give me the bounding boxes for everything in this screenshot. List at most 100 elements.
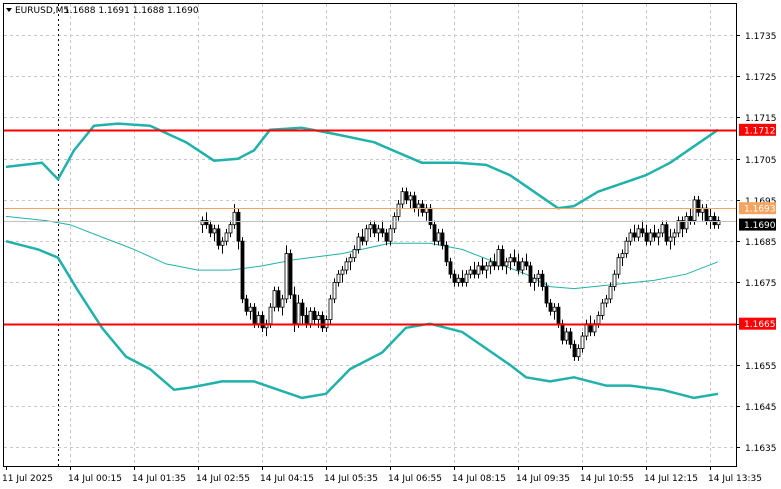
candle-body (512, 257, 517, 263)
level-tag-label: 1.1712 (744, 126, 776, 136)
candle-body (296, 302, 301, 325)
candle-body (668, 236, 673, 242)
candle-body (304, 315, 309, 325)
candle-body (656, 232, 661, 238)
candle-body (660, 224, 665, 234)
candle-body (216, 228, 221, 246)
time-tick-label: 14 Jul 02:55 (196, 474, 250, 484)
candle-body (572, 343, 577, 358)
time-tick-label: 14 Jul 04:15 (260, 474, 314, 484)
candle-body (548, 302, 553, 312)
candle-body (440, 232, 445, 246)
price-tick-label: 1.1715 (745, 114, 777, 124)
candle-body (380, 228, 385, 234)
bollinger-lower-line (5, 239, 719, 400)
time-axis[interactable]: 11 Jul 2025 14 Jul 00:15 14 Jul 01:35 14 Ju… (2, 466, 762, 484)
price-tick-label: 1.1685 (745, 238, 777, 248)
candle-body (336, 273, 341, 283)
candle-body (400, 191, 405, 205)
current-price-label: 1.1690 (744, 221, 776, 231)
candle-body (536, 273, 541, 279)
candle-body (384, 232, 389, 242)
candle-body (704, 207, 709, 221)
time-tick-label: 14 Jul 00:15 (68, 474, 122, 484)
candle-body (556, 306, 561, 325)
candle-body (404, 191, 409, 201)
candle-body (544, 286, 549, 304)
candle-body (624, 240, 629, 254)
candle-body (248, 306, 253, 312)
candle-body (460, 277, 465, 283)
candle-body (204, 220, 209, 226)
candle-body (608, 286, 613, 300)
candle-body (252, 306, 257, 325)
candle-body (648, 232, 653, 242)
candle-body (688, 216, 693, 221)
price-tick-label: 1.1695 (745, 197, 777, 207)
candle-body (396, 203, 401, 217)
candle-body (224, 232, 229, 242)
candle-body (708, 216, 713, 221)
current-price-tag (739, 218, 776, 231)
candle-body (372, 224, 377, 234)
time-tick-label: 11 Jul 2025 (2, 474, 53, 484)
time-tick-label: 14 Jul 13:35 (708, 474, 762, 484)
level-tag-reference (739, 202, 776, 215)
price-tick-label: 1.1635 (745, 444, 777, 454)
candle-body (636, 228, 641, 238)
candle-body (532, 277, 537, 283)
candle-body (200, 220, 205, 226)
candle-body (664, 224, 669, 242)
candle-body (448, 261, 453, 275)
candle-body (480, 265, 485, 271)
candle-body (288, 253, 293, 296)
candle-body (628, 232, 633, 242)
symbol-label: EURUSD,M5 (15, 6, 69, 16)
candle-body (292, 294, 297, 325)
level-tag-label: 1.1693 (744, 205, 776, 215)
candle-body (436, 232, 441, 242)
candle-body (280, 298, 285, 308)
candle-body (520, 261, 525, 271)
candle-body (208, 224, 213, 234)
candle-body (272, 290, 277, 308)
bollinger-middle-line (5, 215, 719, 290)
candle-body (528, 265, 533, 283)
plot-frame (3, 3, 737, 467)
candle-body (464, 273, 469, 283)
candle-body (600, 302, 605, 316)
candle-body (716, 220, 721, 226)
candle-body (712, 216, 717, 226)
candle-body (596, 315, 601, 325)
candle-body (640, 228, 645, 234)
candle-body (644, 232, 649, 242)
candle-body (276, 290, 281, 308)
candle-body (340, 269, 345, 275)
candle-body (376, 228, 381, 234)
price-axis[interactable]: 1.1735 1.1725 1.1715 1.1705 1.1695 1.1685 1.16… (736, 32, 777, 454)
candle-body (432, 224, 437, 242)
candle-body (332, 282, 337, 300)
bollinger-upper-line (5, 122, 719, 210)
candle-body (260, 315, 265, 329)
candle-body (676, 220, 681, 234)
candle-body (236, 211, 241, 242)
candle-body (696, 199, 701, 213)
candle-body (680, 220, 685, 230)
chart-menu-triangle-icon[interactable] (6, 8, 12, 12)
candle-body (468, 269, 473, 275)
candle-body (388, 228, 393, 242)
candle-body (540, 273, 545, 287)
candle-body (212, 228, 217, 234)
candle-body (268, 306, 273, 325)
candle-body (312, 310, 317, 320)
candle-body (496, 249, 501, 267)
candle-body (612, 273, 617, 287)
candle-body (472, 269, 477, 275)
candle-body (360, 236, 365, 242)
candle-body (344, 261, 349, 271)
time-tick-label: 14 Jul 01:35 (132, 474, 186, 484)
level-tag-support (739, 317, 776, 330)
price-tick-label: 1.1735 (745, 32, 777, 42)
